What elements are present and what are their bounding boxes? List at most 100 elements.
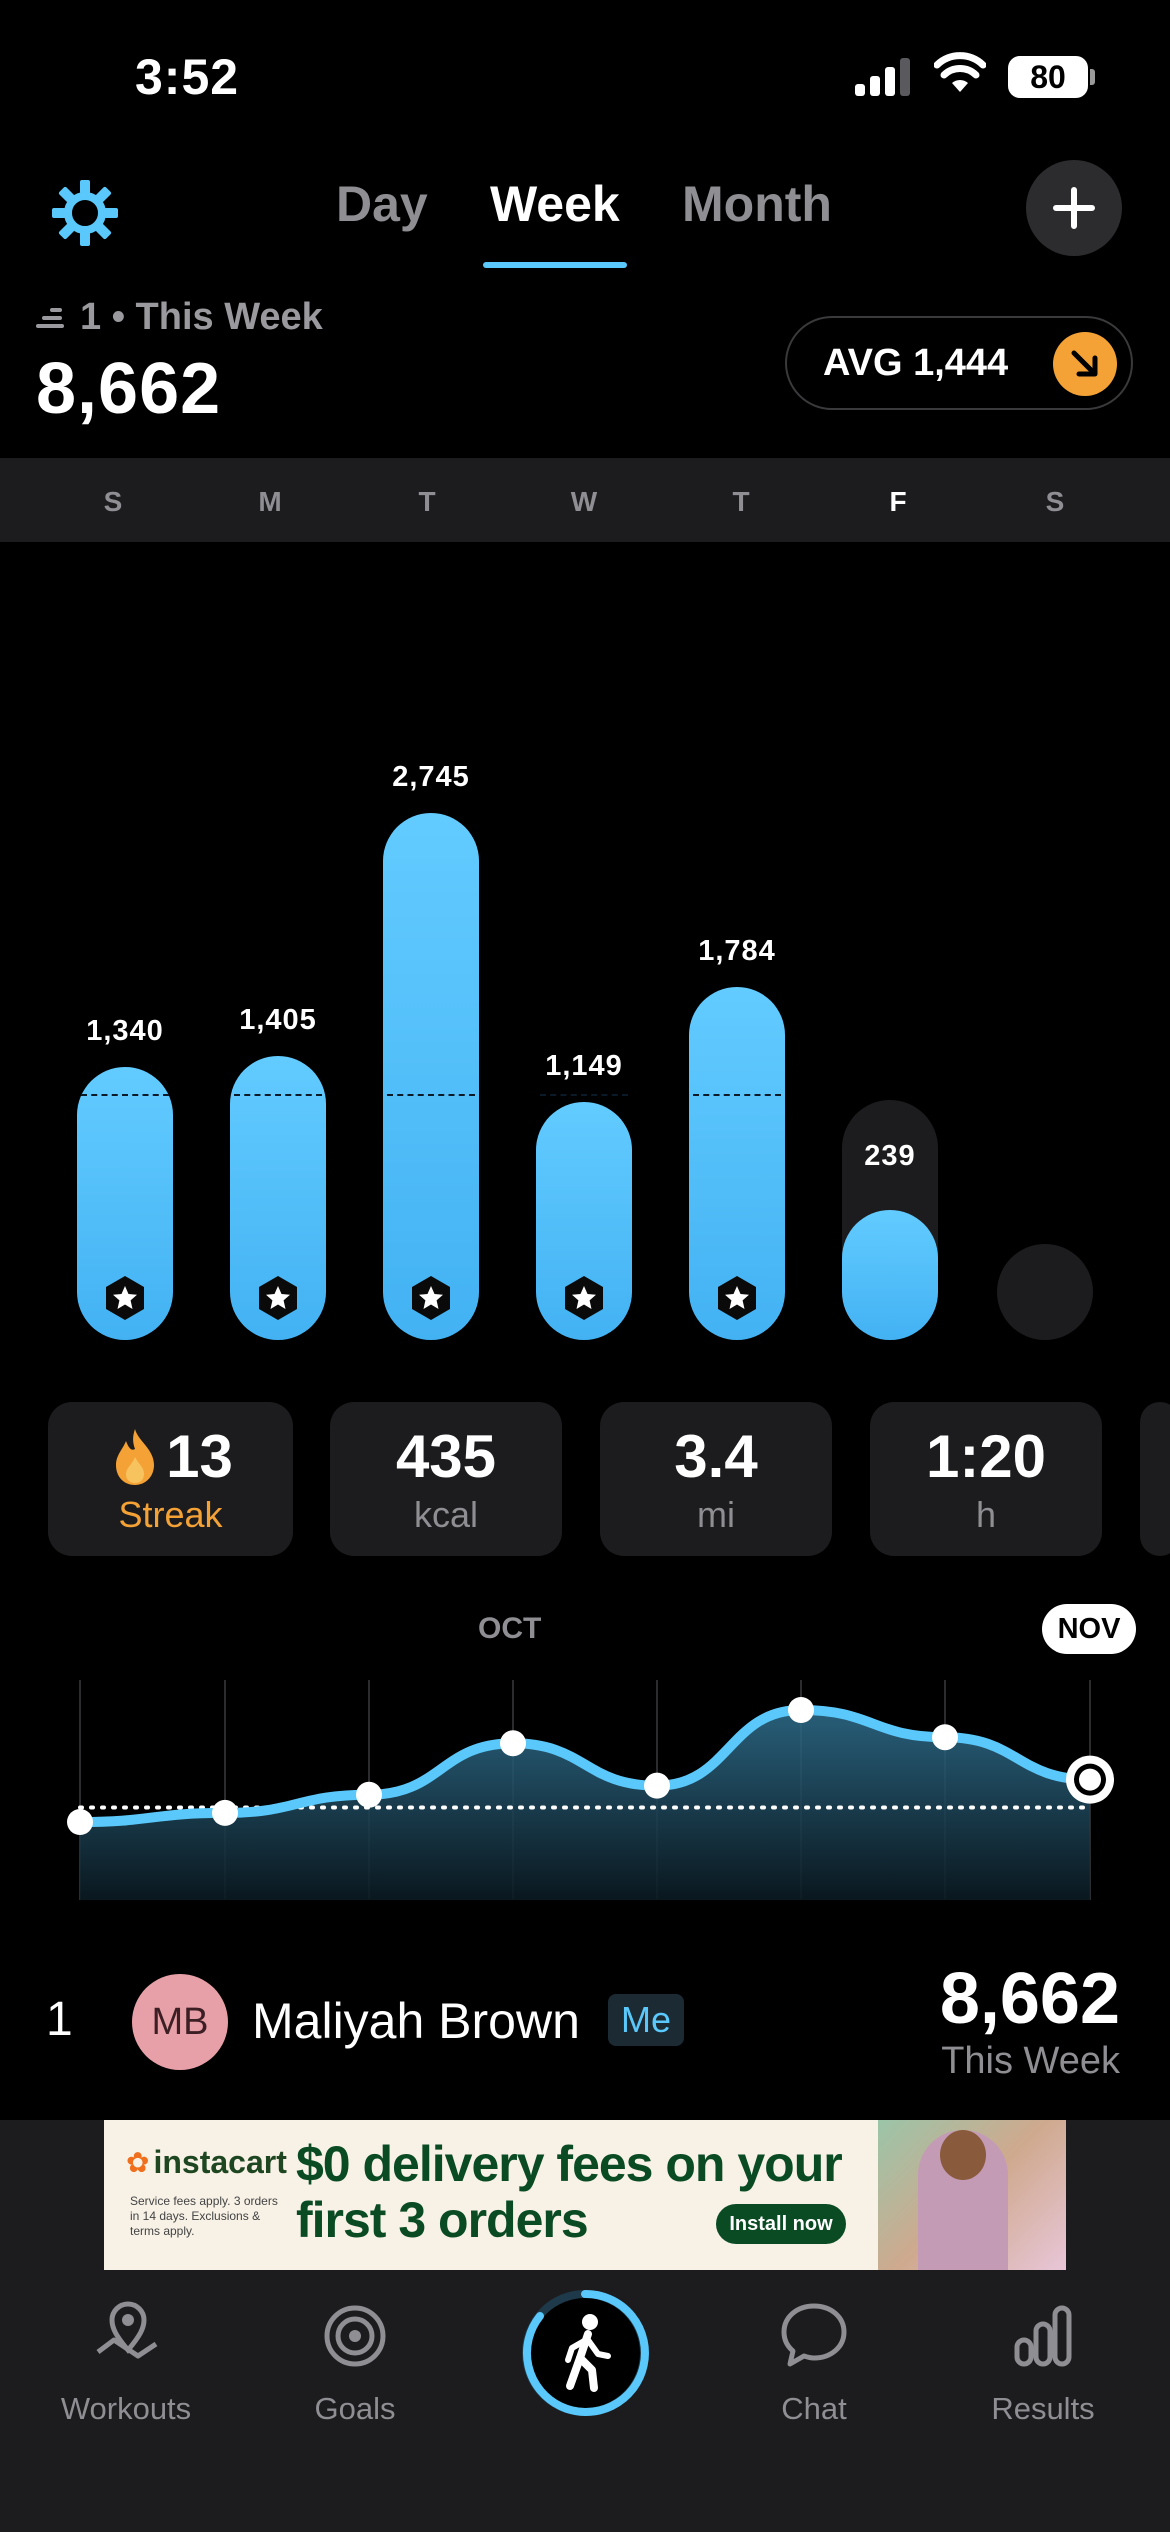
bar-goal-line (693, 1093, 781, 1096)
walking-person-icon (565, 2314, 611, 2392)
nav-workouts[interactable]: Workouts (26, 2296, 226, 2427)
day-label[interactable]: M (258, 486, 282, 517)
bar-value-label: 1,405 (239, 1003, 317, 1036)
tab-week[interactable]: Week (490, 176, 620, 232)
duration-card[interactable]: 1:20 h (870, 1402, 1102, 1556)
trend-down-arrow-icon (1053, 332, 1117, 396)
ad-person-head (940, 2130, 986, 2180)
month-label-nov[interactable]: NOV (1042, 1604, 1136, 1654)
nav-results[interactable]: Results (943, 2296, 1143, 2427)
goal-star-icon (560, 1274, 608, 1322)
distance-card[interactable]: 3.4 mi (600, 1402, 832, 1556)
goal-star-icon (254, 1274, 302, 1322)
distance-label: mi (697, 1494, 735, 1535)
day-label[interactable]: T (418, 486, 436, 517)
battery-cap (1090, 69, 1095, 85)
flame-icon (116, 1429, 155, 1485)
bar[interactable] (689, 986, 785, 1340)
leaderboard-rank: 1 (46, 1993, 73, 2046)
trend-point (932, 1724, 958, 1751)
goal-star-icon (713, 1274, 761, 1322)
ad-headline-line-2: first 3 orders (296, 2192, 589, 2248)
bar-goal-line (81, 1093, 169, 1096)
goal-star-icon (101, 1274, 149, 1322)
tab-month[interactable]: Month (682, 176, 832, 232)
bar-value-label: 239 (864, 1140, 916, 1172)
bar-value-label: 1,784 (698, 934, 776, 967)
settings-gear-icon[interactable] (50, 178, 120, 248)
ad-brand-name: instacart (153, 2144, 287, 2180)
status-bar: 3:52 80 (0, 0, 1170, 150)
chat-bubble-icon (781, 2303, 847, 2367)
nav-results-label: Results (991, 2391, 1095, 2426)
wifi-icon (934, 52, 986, 92)
week-total-steps: 8,662 (36, 349, 222, 429)
nav-workouts-label: Workouts (60, 2391, 192, 2426)
duration-label: h (975, 1494, 997, 1535)
streak-value: 13 (166, 1423, 233, 1490)
duration-value: 1:20 (925, 1423, 1047, 1490)
trend-area (80, 1710, 1090, 1900)
bar-value-label: 2,745 (392, 761, 470, 793)
user-step-total: 8,662 (939, 1959, 1120, 2039)
bar-goal-line (234, 1093, 322, 1096)
bar-value-label: 1,340 (86, 1015, 164, 1048)
rank-bars-icon (36, 306, 66, 330)
calories-value: 435 (395, 1423, 497, 1490)
day-label[interactable]: S (103, 486, 123, 517)
weekly-rank: 1 • This Week (36, 296, 323, 339)
bar-value-label: 1,149 (545, 1049, 623, 1082)
bar-goal-line (387, 1094, 475, 1096)
map-pin-icon (96, 2301, 158, 2359)
add-button[interactable] (1026, 160, 1122, 256)
ad-fine-print: Service fees apply. 3 orders in 14 days.… (130, 2194, 278, 2238)
distance-value: 3.4 (674, 1423, 758, 1490)
day-label[interactable]: T (732, 486, 750, 517)
bar[interactable] (77, 1067, 173, 1340)
month-label-oct: OCT (478, 1612, 542, 1645)
trend-point (356, 1781, 382, 1808)
ad-headline-line-1: $0 delivery fees on your (296, 2136, 843, 2192)
ad-photo (878, 2120, 1066, 2270)
trend-point (500, 1730, 526, 1757)
day-strip (0, 458, 1170, 542)
bar[interactable] (383, 813, 479, 1340)
active-tab-indicator (483, 262, 627, 268)
me-badge: Me (608, 1994, 684, 2046)
trend-line (75, 1704, 1095, 1827)
target-icon (324, 2305, 386, 2367)
carrot-logo-icon: ✿ (126, 2147, 150, 2178)
nav-chat-label: Chat (781, 2391, 847, 2426)
calories-card[interactable]: 435 kcal (330, 1402, 562, 1556)
average-pill[interactable]: AVG 1,444 (785, 316, 1133, 410)
trend-line-chart[interactable] (0, 1660, 1170, 1900)
rank-text: 1 • This Week (80, 296, 323, 338)
avatar[interactable]: MB (132, 1974, 228, 2070)
bar-empty-day[interactable] (997, 1244, 1093, 1340)
day-label[interactable]: W (570, 486, 598, 517)
trend-point (67, 1809, 93, 1835)
streak-card[interactable]: 13 Streak (48, 1402, 293, 1556)
bar[interactable] (842, 1210, 938, 1340)
goal-star-icon (407, 1274, 455, 1322)
nav-goals[interactable]: Goals (255, 2296, 455, 2427)
user-name[interactable]: Maliyah Brown (252, 1993, 580, 2049)
trend-point (788, 1697, 814, 1723)
walk-activity-button[interactable] (520, 2288, 650, 2418)
bar[interactable] (230, 1055, 326, 1340)
calories-label: kcal (413, 1494, 479, 1535)
bar[interactable] (536, 1094, 632, 1340)
battery-icon: 80 (1008, 56, 1088, 98)
status-time: 3:52 (135, 49, 240, 105)
bar-goal-line (540, 1094, 628, 1096)
trend-point (212, 1799, 238, 1826)
next-stat-card[interactable] (1140, 1402, 1170, 1556)
cellular-signal-icon (855, 58, 913, 96)
day-label[interactable]: F (889, 486, 907, 517)
tab-day[interactable]: Day (336, 176, 428, 232)
ad-banner[interactable]: ✿ instacart Service fees apply. 3 orders… (104, 2120, 1066, 2270)
day-label[interactable]: S (1045, 486, 1065, 517)
nav-chat[interactable]: Chat (714, 2296, 914, 2427)
ad-brand: ✿ instacart (126, 2144, 287, 2181)
ad-install-button[interactable]: Install now (716, 2204, 846, 2244)
